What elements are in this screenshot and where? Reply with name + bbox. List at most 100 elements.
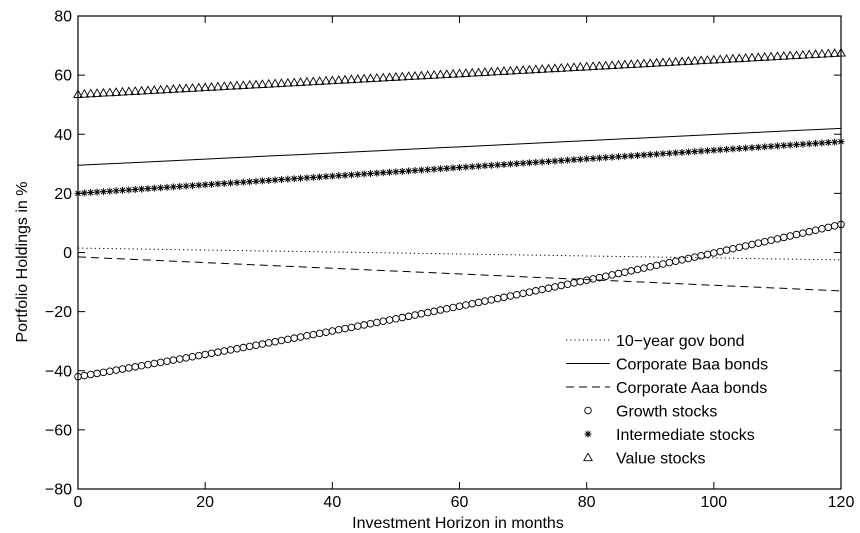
data-point (142, 85, 153, 95)
data-point (524, 64, 535, 74)
data-point (799, 140, 807, 148)
legend-marker (584, 430, 592, 438)
data-point (804, 49, 815, 59)
x-tick-label: 40 (323, 494, 341, 511)
data-point (454, 68, 465, 78)
data-point (282, 77, 293, 87)
data-point (513, 160, 521, 168)
data-point (270, 78, 281, 88)
data-point (111, 87, 122, 96)
legend-label: Value stocks (616, 451, 706, 468)
y-tick-label: 20 (54, 186, 72, 203)
data-point (125, 186, 133, 194)
data-point (182, 182, 190, 190)
data-point (568, 62, 579, 72)
data-point (511, 65, 522, 75)
data-point (537, 64, 548, 73)
data-point (441, 69, 452, 78)
data-point (379, 169, 387, 177)
data-point (333, 75, 344, 84)
data-point (85, 88, 96, 98)
data-point (188, 182, 196, 190)
x-tick-label: 60 (451, 494, 469, 511)
y-tick-label: −80 (45, 482, 72, 499)
data-point (481, 162, 489, 170)
legend-marker (584, 406, 592, 415)
data-point (252, 177, 260, 185)
data-point (532, 158, 540, 166)
data-point (640, 151, 648, 159)
legend-entry: Intermediate stocks (584, 427, 755, 444)
data-point (754, 143, 762, 151)
data-point (831, 138, 839, 146)
data-point (767, 142, 775, 150)
data-point (168, 84, 179, 93)
data-point (475, 162, 483, 170)
data-point (715, 54, 726, 64)
data-point (651, 57, 662, 67)
data-point (727, 53, 738, 63)
data-point (352, 74, 363, 83)
data-point (117, 86, 128, 96)
y-tick-label: −60 (45, 422, 72, 439)
data-point (791, 50, 802, 59)
data-point (734, 53, 745, 63)
data-point (322, 173, 330, 181)
data-point (371, 73, 382, 82)
data-point (398, 167, 406, 175)
data-point (181, 83, 192, 93)
data-point (225, 80, 236, 90)
data-point (386, 168, 394, 176)
data-point (486, 66, 497, 76)
data-point (214, 180, 222, 188)
y-tick-label: 80 (54, 9, 72, 26)
data-point (435, 69, 446, 79)
y-axis-label: Portfolio Holdings in % (14, 182, 31, 343)
data-point (786, 141, 794, 149)
data-point (384, 72, 395, 82)
data-point (619, 59, 630, 69)
data-point (664, 57, 675, 66)
data-point (683, 56, 694, 65)
data-point (702, 55, 713, 64)
series-3 (74, 220, 845, 381)
data-point (244, 79, 255, 89)
data-point (448, 68, 459, 78)
data-point (742, 144, 750, 152)
legend-entry: Growth stocks (584, 404, 717, 421)
data-point (208, 180, 216, 188)
data-point (723, 145, 731, 153)
data-point (816, 48, 827, 58)
data-point (93, 188, 101, 196)
data-point (792, 141, 800, 149)
data-point (824, 139, 832, 147)
data-point (410, 70, 420, 80)
data-point (265, 176, 273, 184)
data-point (327, 75, 338, 85)
data-point (797, 49, 808, 59)
data-point (557, 157, 565, 165)
data-point (576, 155, 584, 163)
data-point (429, 69, 440, 79)
data-point (169, 183, 177, 191)
legend-label: Corporate Baa bonds (616, 357, 768, 374)
data-point (303, 174, 311, 182)
data-point (200, 82, 211, 92)
data-point (390, 71, 401, 81)
data-point (505, 65, 516, 75)
data-point (212, 81, 223, 91)
data-point (297, 174, 305, 182)
data-point (347, 171, 355, 179)
data-point (416, 70, 427, 80)
x-tick-label: 0 (74, 494, 83, 511)
data-point (176, 182, 184, 190)
data-point (740, 53, 751, 62)
x-tick-label: 20 (196, 494, 214, 511)
data-point (678, 148, 686, 156)
data-point (460, 68, 471, 77)
data-point (607, 60, 618, 69)
y-tick-label: 40 (54, 127, 72, 144)
data-point (162, 84, 172, 94)
data-point (499, 66, 509, 75)
